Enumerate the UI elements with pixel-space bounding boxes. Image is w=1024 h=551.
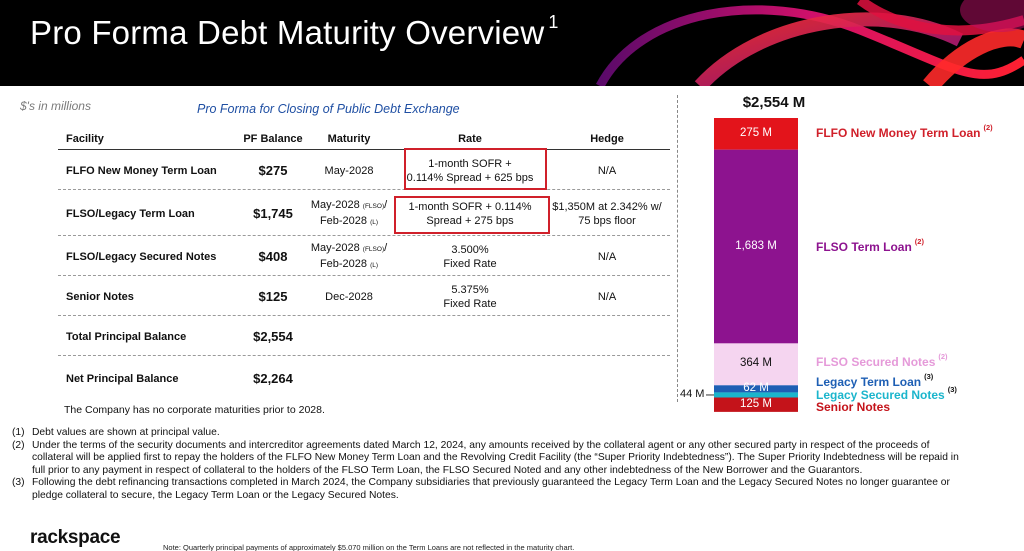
- legend-entry: FLSO Secured Notes (2): [816, 352, 948, 369]
- pf-balance: $1,745: [253, 205, 293, 221]
- table-row: Net Principal Balance $2,264: [58, 358, 670, 400]
- pf-balance: $275: [258, 162, 288, 178]
- header-hedge: Hedge: [590, 132, 624, 145]
- facility-name: FLSO/Legacy Term Loan: [66, 207, 195, 220]
- segment-value-label: 1,683 M: [735, 239, 777, 252]
- hedge: N/A: [597, 250, 617, 263]
- legend-entry: Legacy Term Loan (3): [816, 372, 934, 389]
- rate: 1-month SOFR + 0.114% Spread + 275 bps: [408, 200, 532, 227]
- facility-name: Total Principal Balance: [66, 330, 187, 343]
- bar-segment: [714, 149, 798, 344]
- units-label: $'s in millions: [20, 99, 91, 113]
- bar-segment: [714, 392, 798, 398]
- bar-segment: [714, 118, 798, 150]
- table-row: FLFO New Money Term Loan $275 May-2028 1…: [58, 152, 670, 190]
- header-pf-balance: PF Balance: [243, 132, 303, 145]
- header-facility: Facility: [66, 132, 104, 145]
- segment-value-label: 44 M: [680, 387, 705, 400]
- table-row: FLSO/Legacy Secured Notes $408 May-2028 …: [58, 238, 670, 276]
- header-maturity: Maturity: [327, 132, 371, 145]
- maturity-chart: $2,554 M 275 M FLFO New Money Term Loan (2…: [680, 92, 1024, 422]
- rate: 3.500% Fixed Rate: [443, 243, 497, 270]
- table-row: Senior Notes $125 Dec-2028 5.375% Fixed …: [58, 278, 670, 316]
- facility-name: FLFO New Money Term Loan: [66, 164, 217, 177]
- hedge: N/A: [597, 290, 617, 303]
- maturity: Dec-2028: [325, 290, 373, 303]
- legend-entry: Legacy Secured Notes (3): [816, 385, 957, 402]
- segment-value-label: 364 M: [740, 357, 772, 370]
- maturity: May-2028 (FLSO)/ Feb-2028 (L): [310, 241, 388, 270]
- bar-segment: [714, 397, 798, 412]
- pf-balance: $125: [258, 288, 288, 304]
- bar-segment: [714, 385, 798, 393]
- stacked-bar: [706, 118, 798, 412]
- pf-balance: $2,264: [253, 371, 293, 386]
- hedge: $1,350M at 2.342% w/ 75 bps floor: [552, 200, 662, 227]
- footnote: (2) Under the terms of the security docum…: [12, 439, 959, 476]
- facility-name: FLSO/Legacy Secured Notes: [66, 250, 217, 263]
- header-banner: Pro Forma Debt Maturity Overview 1: [0, 0, 1024, 86]
- facility-name: Net Principal Balance: [66, 373, 179, 385]
- table-row: FLSO/Legacy Term Loan $1,745 May-2028 (F…: [58, 192, 670, 236]
- segment-value-label: 125 M: [740, 397, 772, 410]
- decorative-swirl: [596, 0, 1024, 86]
- maturity: May-2028: [324, 164, 374, 177]
- rackspace-logo: rackspace: [30, 527, 121, 548]
- no-maturities-note: The Company has no corporate maturities …: [64, 404, 325, 416]
- maturity: May-2028 (FLSO)/ Feb-2028 (L): [310, 198, 388, 227]
- bottom-note: Note: Quarterly principal payments of ap…: [163, 543, 575, 551]
- table-subtitle: Pro Forma for Closing of Public Debt Exc…: [197, 102, 460, 116]
- legend-entry: Senior Notes: [816, 400, 891, 414]
- rate-highlight-box: [404, 148, 547, 190]
- section-divider: [677, 95, 678, 402]
- facility-name: Senior Notes: [66, 290, 134, 303]
- hedge: N/A: [597, 164, 617, 177]
- rate: 5.375% Fixed Rate: [443, 283, 497, 310]
- bar-segment: [714, 343, 798, 386]
- page-title: Pro Forma Debt Maturity Overview 1: [30, 12, 559, 51]
- legend-entry: FLFO New Money Term Loan (2): [816, 123, 993, 140]
- segment-value-label: 275 M: [740, 126, 772, 139]
- table-row: Total Principal Balance $2,554: [58, 318, 670, 356]
- legend-entry: FLSO Term Loan (2): [816, 237, 924, 254]
- header-rate: Rate: [458, 132, 482, 145]
- title-footnote-mark: 1: [548, 12, 559, 32]
- rate: 1-month SOFR + 0.114% Spread + 625 bps: [406, 157, 534, 184]
- footnote: (1) Debt values are shown at principal va…: [12, 427, 220, 438]
- pf-balance: $408: [258, 248, 288, 264]
- segment-value-label: 62 M: [743, 381, 769, 394]
- pf-balance: $2,554: [253, 328, 293, 344]
- rate-highlight-box: [394, 196, 550, 234]
- chart-total-label: $2,554 M: [742, 94, 806, 111]
- table-header-row: Facility PF Balance Maturity Rate Hedge: [58, 128, 670, 150]
- footnote: (3) Following the debt refinancing transa…: [12, 477, 950, 501]
- footnotes: (1) Debt values are shown at principal va…: [12, 427, 1012, 503]
